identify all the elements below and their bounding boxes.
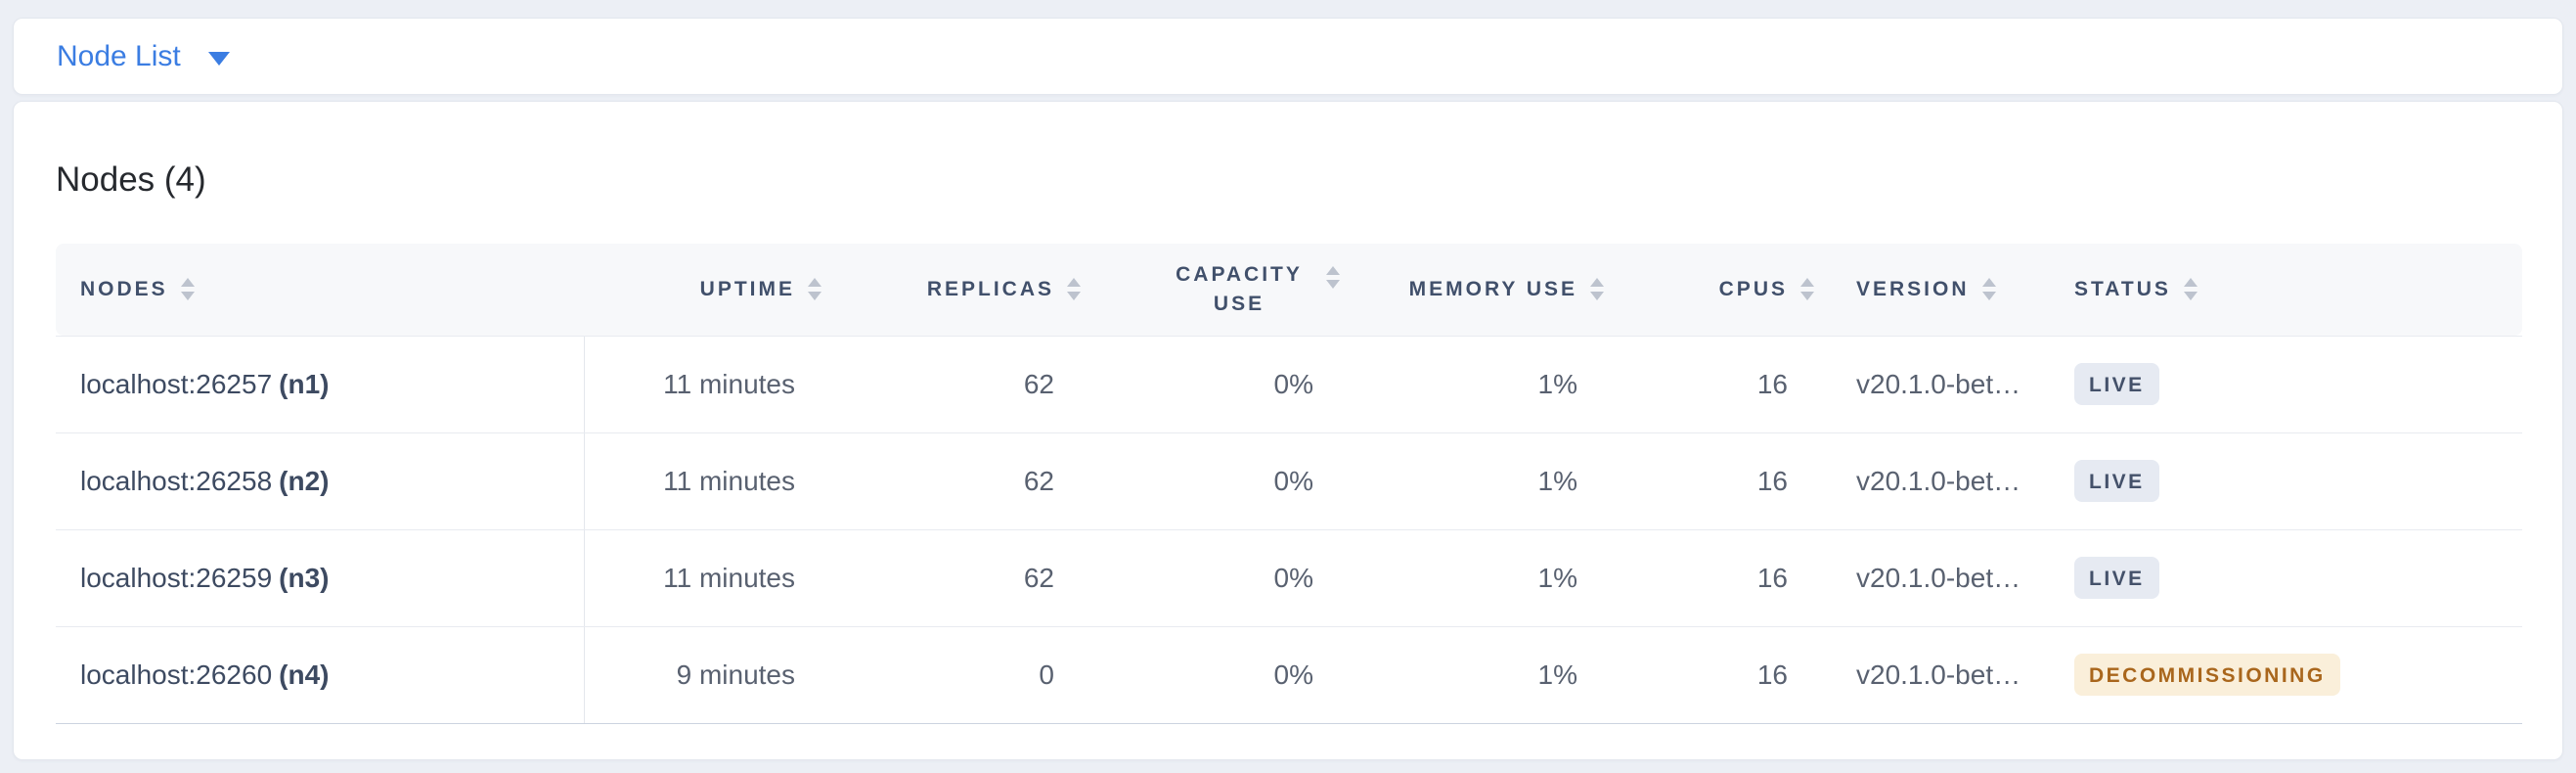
uptime-cell: 11 minutes <box>584 432 815 530</box>
version-cell: v20.1.0-bet… <box>1807 626 2052 724</box>
column-header-capacity_use[interactable]: CAPACITY USE <box>1074 244 1340 337</box>
memory-use-cell: 1% <box>1333 529 1597 627</box>
status-badge: LIVE <box>2074 363 2159 405</box>
table-body: localhost:26257 (n1) 11 minutes 62 0% 1% 16 v20… <box>56 336 2522 724</box>
capacity-use-cell: 0% <box>1074 626 1333 724</box>
status-cell: DECOMMISSIONING <box>2052 626 2522 724</box>
node-cell[interactable]: localhost:26260 (n4) <box>56 626 585 724</box>
replicas-cell: 62 <box>815 529 1074 627</box>
sort-icon <box>1067 278 1081 301</box>
cpus-cell: 16 <box>1597 529 1807 627</box>
column-label-capacity_use: CAPACITY USE <box>1176 262 1303 315</box>
uptime-cell: 11 minutes <box>584 529 815 627</box>
capacity-use-cell: 0% <box>1074 529 1333 627</box>
replicas-cell: 62 <box>815 432 1074 530</box>
node-id: (n4) <box>279 659 330 690</box>
column-header-cpus[interactable]: CPUS <box>1597 244 1814 337</box>
node-id: (n1) <box>279 368 330 399</box>
sort-icon <box>1326 265 1340 289</box>
table-header: NODES UPTIME REPLICAS CAPACITY USE MEMORY US… <box>56 244 2522 337</box>
capacity-use-cell: 0% <box>1074 336 1333 433</box>
cpus-cell: 16 <box>1597 626 1807 724</box>
table-row: localhost:26259 (n3) 11 minutes 62 0% 1% 16 v20… <box>56 529 2522 627</box>
node-list-dropdown[interactable]: Node List <box>57 39 230 72</box>
column-header-memory_use[interactable]: MEMORY USE <box>1333 244 1604 337</box>
column-label-memory_use: MEMORY USE <box>1408 277 1577 300</box>
uptime-cell: 9 minutes <box>584 626 815 724</box>
sort-icon <box>180 278 195 301</box>
version-cell: v20.1.0-bet… <box>1807 529 2052 627</box>
version-cell: v20.1.0-bet… <box>1807 336 2052 433</box>
table-header-row: NODES UPTIME REPLICAS CAPACITY USE MEMORY US… <box>56 244 2522 337</box>
column-header-uptime[interactable]: UPTIME <box>584 244 822 337</box>
nodes-panel: Nodes (4) NODES UPTIME REPLICAS CAPACITY US… <box>13 101 2563 760</box>
status-badge: LIVE <box>2074 460 2159 502</box>
node-cell[interactable]: localhost:26257 (n1) <box>56 336 585 433</box>
page-title: Nodes (4) <box>56 160 206 199</box>
uptime-cell: 11 minutes <box>584 336 815 433</box>
node-id: (n2) <box>279 465 330 496</box>
capacity-use-cell: 0% <box>1074 432 1333 530</box>
chevron-down-icon <box>207 51 230 66</box>
column-label-uptime: UPTIME <box>699 277 795 300</box>
replicas-cell: 62 <box>815 336 1074 433</box>
sort-icon <box>1981 278 1996 301</box>
status-badge: LIVE <box>2074 557 2159 599</box>
memory-use-cell: 1% <box>1333 336 1597 433</box>
version-cell: v20.1.0-bet… <box>1807 432 2052 530</box>
node-id: (n3) <box>279 562 330 593</box>
table-row: localhost:26258 (n2) 11 minutes 62 0% 1% 16 v20… <box>56 432 2522 530</box>
column-header-status[interactable]: STATUS <box>2052 244 2522 337</box>
memory-use-cell: 1% <box>1333 626 1597 724</box>
column-label-replicas: REPLICAS <box>926 277 1054 300</box>
sort-icon <box>1590 278 1604 301</box>
status-cell: LIVE <box>2052 432 2522 530</box>
column-header-version[interactable]: VERSION <box>1807 244 2052 337</box>
sort-icon <box>2183 278 2198 301</box>
node-address: localhost:26257 <box>80 368 273 399</box>
node-cell[interactable]: localhost:26259 (n3) <box>56 529 585 627</box>
column-label-cpus: CPUS <box>1718 277 1788 300</box>
node-list-dropdown-label: Node List <box>57 39 181 72</box>
column-header-replicas[interactable]: REPLICAS <box>815 244 1081 337</box>
column-label-nodes: NODES <box>80 277 168 300</box>
status-cell: LIVE <box>2052 336 2522 433</box>
sort-icon <box>808 278 822 301</box>
memory-use-cell: 1% <box>1333 432 1597 530</box>
table-row: localhost:26260 (n4) 9 minutes 0 0% 1% 16 v20.1… <box>56 626 2522 724</box>
table-row: localhost:26257 (n1) 11 minutes 62 0% 1% 16 v20… <box>56 336 2522 433</box>
node-address: localhost:26259 <box>80 562 273 593</box>
cpus-cell: 16 <box>1597 432 1807 530</box>
status-cell: LIVE <box>2052 529 2522 627</box>
node-cell[interactable]: localhost:26258 (n2) <box>56 432 585 530</box>
cpus-cell: 16 <box>1597 336 1807 433</box>
status-badge: DECOMMISSIONING <box>2074 654 2340 696</box>
sort-icon <box>1800 278 1814 301</box>
column-label-version: VERSION <box>1856 277 1970 300</box>
node-address: localhost:26260 <box>80 659 273 690</box>
node-address: localhost:26258 <box>80 465 273 496</box>
column-header-nodes[interactable]: NODES <box>56 244 584 337</box>
nodes-table: NODES UPTIME REPLICAS CAPACITY USE MEMORY US… <box>56 244 2522 724</box>
column-label-status: STATUS <box>2074 277 2171 300</box>
view-selector-bar: Node List <box>13 18 2563 95</box>
replicas-cell: 0 <box>815 626 1074 724</box>
